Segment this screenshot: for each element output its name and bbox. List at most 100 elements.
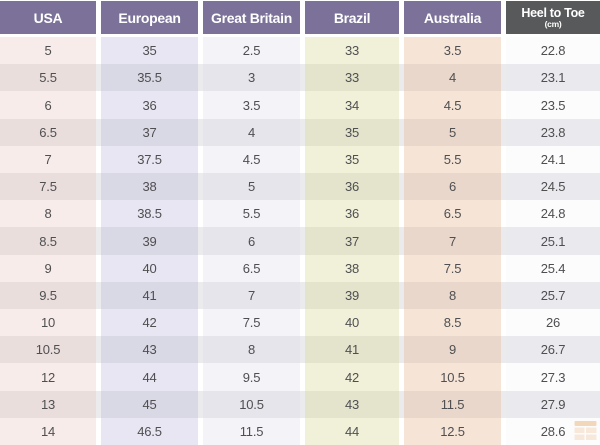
table-row: 5 35 2.5 33 3.5 22.8: [0, 37, 600, 65]
table-cell: 9.5: [0, 281, 96, 310]
table-row: 5.5 35.5 3 33 4 23.1: [0, 64, 600, 92]
table-cell: 33: [305, 37, 399, 65]
table-cell: 4: [404, 64, 501, 92]
table-cell: 6: [203, 227, 300, 255]
table-cell: 8: [0, 200, 96, 228]
table-cell: 28.6: [506, 417, 600, 445]
table-cell: 24.1: [506, 145, 600, 174]
table-cell: 6: [0, 91, 96, 119]
table-row: 10.5 43 8 41 9 26.7: [0, 336, 600, 364]
table-row: 6 36 3.5 34 4.5 23.5: [0, 91, 600, 119]
table-cell: 8: [404, 281, 501, 310]
table-cell: 7.5: [0, 173, 96, 201]
table-cell: 3: [203, 64, 300, 92]
table-cell: 5: [404, 118, 501, 146]
table-cell: 9: [404, 336, 501, 364]
table-cell: 40: [305, 309, 399, 337]
table-cell: 25.4: [506, 254, 600, 282]
table-cell: 35: [101, 37, 198, 65]
column-header-usa: USA: [0, 1, 96, 34]
table-cell: 38: [305, 254, 399, 282]
table-cell: 6.5: [404, 200, 501, 228]
table-cell: 12: [0, 363, 96, 391]
table-row: 7.5 38 5 36 6 24.5: [0, 173, 600, 201]
table-cell: 43: [305, 390, 399, 418]
table-cell: 38: [101, 173, 198, 201]
column-header-great-britain: Great Britain: [203, 1, 300, 34]
table-cell: 25.1: [506, 227, 600, 255]
table-row: 13 45 10.5 43 11.5 27.9: [0, 390, 600, 418]
table-cell: 36: [101, 91, 198, 119]
table-cell: 10.5: [404, 363, 501, 391]
table-cell: 10.5: [203, 390, 300, 418]
table-cell: 35.5: [101, 64, 198, 92]
table-cell: 5.5: [203, 200, 300, 228]
table-cell: 23.1: [506, 64, 600, 92]
table-cell: 40: [101, 254, 198, 282]
table-cell: 26.7: [506, 336, 600, 364]
table-row: 9.5 41 7 39 8 25.7: [0, 281, 600, 310]
table-cell: 36: [305, 173, 399, 201]
column-header-sublabel: (cm): [544, 18, 562, 29]
table-cell: 42: [101, 309, 198, 337]
table-cell: 2.5: [203, 37, 300, 65]
table-cell: 39: [305, 281, 399, 310]
table-cell: 24.8: [506, 200, 600, 228]
column-header-european: European: [101, 1, 198, 34]
table-row: 7 37.5 4.5 35 5.5 24.1: [0, 145, 600, 174]
table-cell: 33: [305, 64, 399, 92]
table-cell: 37: [305, 227, 399, 255]
table-cell: 44: [305, 417, 399, 445]
table-cell: 6: [404, 173, 501, 201]
table-cell: 4.5: [203, 145, 300, 174]
table-cell: 4.5: [404, 91, 501, 119]
table-cell: 35: [305, 145, 399, 174]
table-cell: 39: [101, 227, 198, 255]
table-cell: 37.5: [101, 145, 198, 174]
table-row: 6.5 37 4 35 5 23.8: [0, 118, 600, 146]
table-cell: 35: [305, 118, 399, 146]
table-cell: 6.5: [203, 254, 300, 282]
table-cell: 25.7: [506, 281, 600, 310]
table-cell: 5: [203, 173, 300, 201]
table-cell: 11.5: [203, 417, 300, 445]
table-row: 14 46.5 11.5 44 12.5 28.6: [0, 417, 600, 445]
table-cell: 7: [0, 145, 96, 174]
table-cell: 10: [0, 309, 96, 337]
table-cell: 8: [203, 336, 300, 364]
table-cell: 14: [0, 417, 96, 445]
column-header-heel-to-toe: Heel to Toe (cm): [506, 1, 600, 34]
table-cell: 27.9: [506, 390, 600, 418]
table-cell: 43: [101, 336, 198, 364]
table-cell: 7.5: [203, 309, 300, 337]
table-cell: 13: [0, 390, 96, 418]
table-cell: 44: [101, 363, 198, 391]
table-cell: 42: [305, 363, 399, 391]
table-cell: 11.5: [404, 390, 501, 418]
table-cell: 36: [305, 200, 399, 228]
table-body: 5 35 2.5 33 3.5 22.8 5.5 35.5 3 33 4 23.1 6 36 3.5 34 4.…: [0, 37, 600, 445]
column-header-brazil: Brazil: [305, 1, 399, 34]
table-cell: 26: [506, 309, 600, 337]
table-cell: 12.5: [404, 417, 501, 445]
table-cell: 22.8: [506, 37, 600, 65]
table-cell: 34: [305, 91, 399, 119]
table-cell: 7: [404, 227, 501, 255]
table-cell: 3.5: [404, 37, 501, 65]
table-header-row: USA European Great Britain Brazil Austra…: [0, 0, 600, 37]
table-cell: 9.5: [203, 363, 300, 391]
table-cell: 8.5: [0, 227, 96, 255]
table-cell: 37: [101, 118, 198, 146]
table-cell: 7: [203, 281, 300, 310]
table-cell: 41: [101, 281, 198, 310]
table-cell: 5: [0, 37, 96, 65]
table-cell: 5.5: [404, 145, 501, 174]
table-cell: 41: [305, 336, 399, 364]
table-cell: 9: [0, 254, 96, 282]
column-header-label: Heel to Toe: [521, 5, 585, 20]
table-cell: 10.5: [0, 336, 96, 364]
table-cell: 3.5: [203, 91, 300, 119]
table-row: 9 40 6.5 38 7.5 25.4: [0, 254, 600, 282]
table-row: 8.5 39 6 37 7 25.1: [0, 227, 600, 255]
